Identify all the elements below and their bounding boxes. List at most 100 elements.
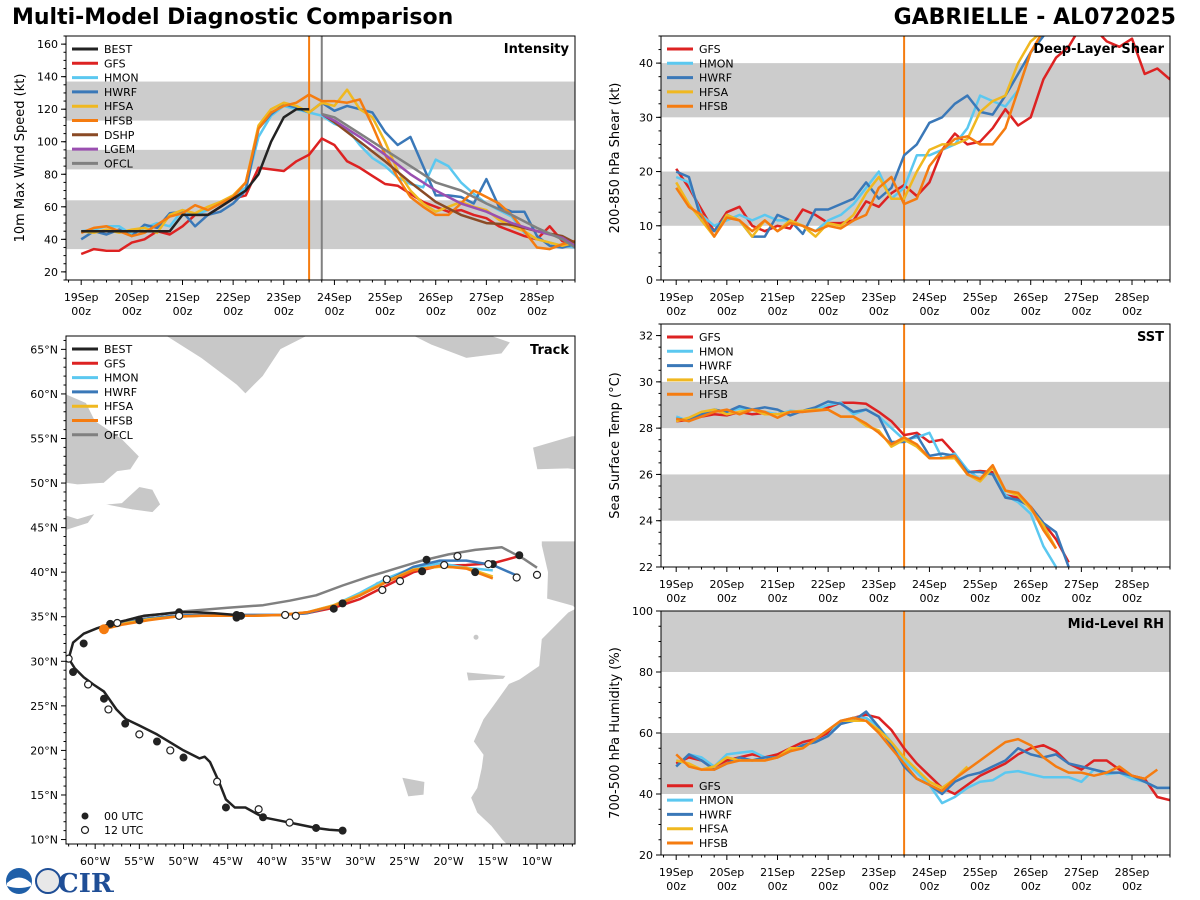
track-ofcl — [103, 545, 538, 629]
x-tick-label: 55°W — [124, 855, 154, 868]
y-tick-label: 26 — [639, 468, 653, 481]
y-tick-label: 100 — [632, 605, 653, 618]
x-tick-label: 28Sep — [520, 291, 555, 304]
track-marker-12utc — [281, 610, 290, 620]
y-tick-label: 40 — [44, 233, 58, 246]
legend-label: OFCL — [104, 429, 134, 442]
series-group — [675, 710, 1170, 805]
map-group — [52, 336, 575, 844]
shaded-band — [661, 381, 1170, 429]
x-tick-label: 45°W — [213, 855, 243, 868]
iberia-land — [541, 540, 575, 609]
track-marker-00utc — [312, 823, 321, 832]
x-tick-sublabel: 00z — [173, 305, 193, 318]
series-hmon — [675, 716, 1170, 805]
y-tick-label: 20°N — [30, 744, 58, 757]
x-tick-label: 20Sep — [709, 578, 744, 591]
x-tick-sublabel: 00z — [122, 305, 142, 318]
y-tick-label: 120 — [37, 103, 58, 116]
track-marker-12utc — [484, 560, 493, 569]
x-tick-sublabel: 00z — [717, 880, 737, 893]
series-hfsb — [675, 408, 1058, 550]
x-tick-label: 21Sep — [165, 291, 200, 304]
x-tick-label: 19Sep — [64, 291, 99, 304]
x-tick-label: 20°W — [433, 855, 463, 868]
cape-verde-land — [401, 776, 426, 798]
y-tick-label: 30°N — [30, 655, 58, 668]
legend-label: HMON — [104, 372, 139, 385]
globe-icon — [35, 868, 61, 894]
series-hmon — [675, 36, 1045, 233]
x-tick-label: 21Sep — [760, 866, 795, 879]
legend-label: GFS — [104, 357, 126, 370]
track-hfsb — [103, 564, 494, 631]
plot-frame — [660, 323, 1171, 568]
legend-label: HFSB — [104, 115, 133, 128]
ireland-land — [532, 435, 575, 471]
y-tick-label: 80 — [639, 666, 653, 679]
track-marker-00utc — [99, 694, 108, 703]
x-tick-label: 22Sep — [811, 291, 846, 304]
shaded-band — [661, 63, 1170, 118]
x-tick-sublabel: 00z — [717, 305, 737, 318]
x-tick-sublabel: 00z — [1122, 880, 1142, 893]
track-marker-12utc — [254, 805, 263, 814]
newfoundland-land — [103, 486, 162, 513]
panel-shear: 01020304019Sep00z20Sep00z21Sep00z22Sep00… — [608, 35, 1171, 318]
legend-label: GFS — [699, 43, 721, 56]
x-tick-label: 26Sep — [1013, 291, 1048, 304]
x-tick-label: 20Sep — [709, 866, 744, 879]
x-tick-sublabel: 00z — [1021, 305, 1041, 318]
greenland-land — [104, 336, 308, 395]
series-ofcl — [321, 112, 575, 249]
track-marker-00utc — [259, 813, 268, 822]
track-marker-12utc — [83, 680, 93, 689]
track-marker-12utc — [104, 705, 113, 714]
track-marker-00utc — [338, 599, 347, 608]
x-tick-sublabel: 00z — [1122, 305, 1142, 318]
y-tick-label: 50°N — [30, 477, 58, 490]
legend-label: GFS — [699, 331, 721, 344]
x-tick-label: 25°W — [389, 855, 419, 868]
x-tick-label: 22Sep — [811, 866, 846, 879]
x-tick-label: 23Sep — [861, 291, 896, 304]
legend-label: HWRF — [699, 72, 732, 85]
labrador-land — [66, 393, 140, 486]
x-tick-label: 25Sep — [368, 291, 403, 304]
x-tick-sublabel: 00z — [223, 305, 243, 318]
y-axis-label: Sea Surface Temp (°C) — [608, 372, 623, 519]
x-tick-sublabel: 00z — [476, 305, 496, 318]
legend-label: HFSA — [699, 823, 729, 836]
x-tick-label: 27Sep — [1064, 866, 1099, 879]
legend-label: GFS — [699, 780, 721, 793]
x-tick-sublabel: 00z — [920, 592, 940, 605]
x-tick-sublabel: 00z — [1021, 592, 1041, 605]
x-tick-label: 22Sep — [811, 578, 846, 591]
y-tick-label: 35°N — [30, 611, 58, 624]
shaded-band — [661, 611, 1170, 672]
x-tick-label: 24Sep — [912, 578, 947, 591]
x-tick-sublabel: 00z — [666, 592, 686, 605]
x-tick-sublabel: 00z — [375, 305, 395, 318]
track-marker-00utc — [329, 604, 338, 613]
track-marker-00utc — [338, 826, 347, 835]
y-tick-label: 10°N — [30, 834, 58, 847]
legend-label: GFS — [104, 57, 126, 70]
bermuda-land — [52, 639, 56, 643]
x-tick-sublabel: 00z — [666, 880, 686, 893]
x-tick-sublabel: 00z — [818, 880, 838, 893]
x-tick-sublabel: 00z — [818, 305, 838, 318]
track-marker-12utc — [291, 611, 300, 620]
y-tick-label: 55°N — [30, 432, 58, 445]
x-tick-sublabel: 00z — [1122, 592, 1142, 605]
track-marker-12utc — [440, 560, 449, 570]
track-marker-12utc — [453, 552, 462, 561]
track-start-marker — [98, 624, 109, 635]
track-marker-00utc — [69, 667, 78, 676]
x-tick-sublabel: 00z — [274, 305, 294, 318]
track-marker-12utc — [166, 746, 175, 755]
x-tick-label: 27Sep — [1064, 578, 1099, 591]
madeira-land — [473, 634, 479, 640]
